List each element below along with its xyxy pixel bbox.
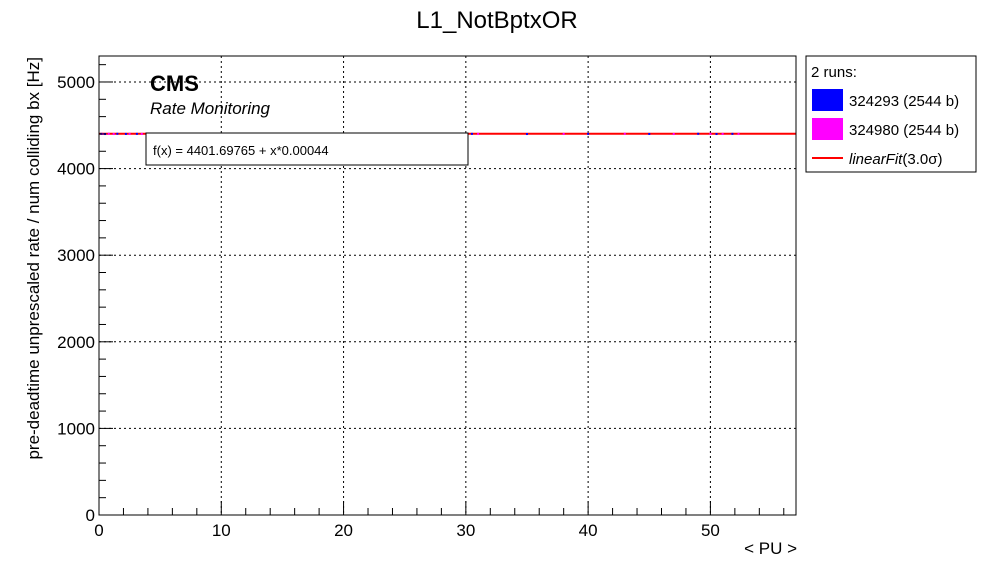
data-point-series-1 (562, 132, 565, 135)
data-point-series-0 (731, 132, 734, 135)
data-point-series-0 (470, 132, 473, 135)
y-axis-label: pre-deadtime unprescaled rate / num coll… (24, 57, 43, 460)
x-axis-label: < PU > (744, 539, 797, 558)
legend-swatch-run-324980 (812, 118, 843, 140)
legend-label-run-324980: 324980 (2544 b) (849, 122, 959, 139)
data-point-series-1 (112, 133, 115, 136)
y-tick-label: 5000 (57, 73, 95, 92)
cms-label: CMS (150, 71, 199, 96)
data-point-series-0 (715, 133, 718, 136)
data-point-series-1 (623, 132, 626, 135)
legend-fit-sigma: (3.0σ) (902, 151, 942, 168)
data-point-series-1 (477, 132, 480, 135)
rate-monitoring-label: Rate Monitoring (150, 99, 271, 118)
y-tick-label: 0 (86, 506, 95, 525)
legend-label-run-324293: 324293 (2544 b) (849, 93, 959, 110)
x-tick-label: 50 (701, 521, 720, 540)
data-point-series-1 (721, 132, 724, 135)
legend-box (805, 55, 977, 173)
legend-swatch-run-324293 (812, 89, 843, 111)
data-point-series-0 (587, 132, 590, 135)
legend-fit-name: linearFit (849, 151, 903, 168)
data-point-series-0 (648, 132, 651, 135)
x-tick-label: 30 (456, 521, 475, 540)
fit-box-text: f(x) = 4401.69765 + x*0.00044 (153, 143, 329, 158)
legend: 2 runs: 324293 (2544 b) 324980 (2544 b) … (805, 55, 977, 173)
data-point-series-1 (672, 133, 675, 136)
data-point-series-1 (107, 132, 110, 135)
data-point-series-0 (124, 132, 127, 135)
x-tick-label: 0 (94, 521, 103, 540)
x-tick-label: 20 (334, 521, 353, 540)
y-tick-label: 3000 (57, 246, 95, 265)
legend-header: 2 runs: (811, 64, 857, 81)
data-point-series-1 (128, 132, 131, 135)
y-tick-label: 2000 (57, 333, 95, 352)
data-point-series-0 (116, 132, 119, 135)
plot-frame (98, 55, 797, 516)
data-point-series-0 (525, 133, 528, 136)
data-point-series-0 (135, 132, 138, 135)
x-tick-label: 40 (579, 521, 598, 540)
x-tick-label: 10 (212, 521, 231, 540)
data-point-series-1 (140, 132, 143, 135)
fit-box (145, 132, 469, 166)
y-tick-label: 4000 (57, 160, 95, 179)
data-point-series-1 (709, 132, 712, 135)
axes: 0 10 20 30 40 50 0 1000 2000 3000 4000 5000 (57, 64, 785, 540)
chart-title: L1_NotBptxOR (416, 7, 577, 34)
grid-lines (99, 56, 796, 515)
y-tick-label: 1000 (57, 419, 95, 438)
data-point-series-0 (697, 132, 700, 135)
data-point-series-1 (737, 132, 740, 135)
legend-label-linear-fit: linearFit(3.0σ) (849, 151, 942, 168)
